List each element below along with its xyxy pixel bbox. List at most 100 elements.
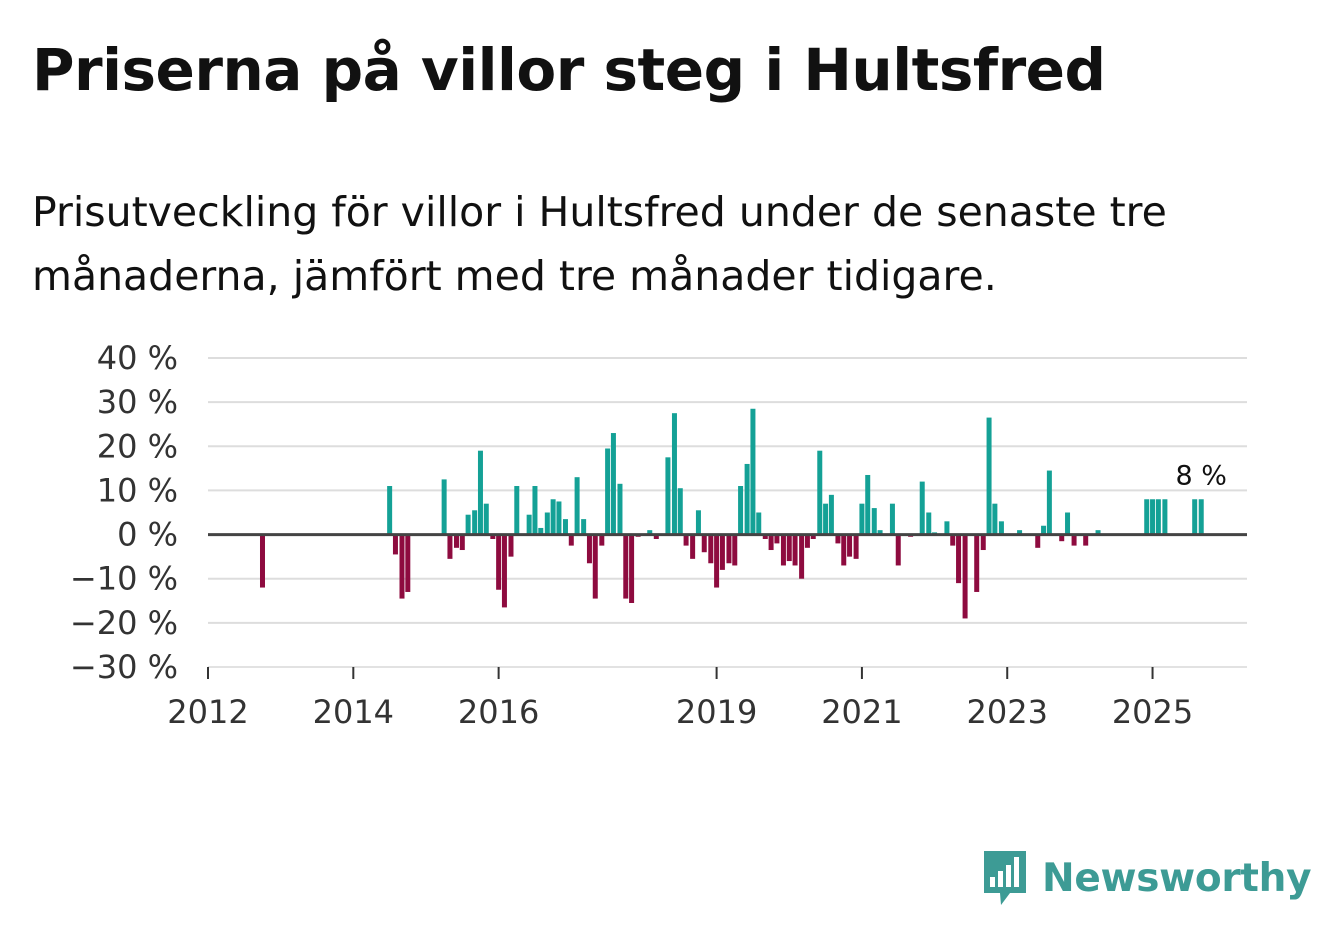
bar: [568, 534, 574, 546]
bar: [708, 534, 714, 564]
bar: [556, 501, 562, 535]
bar: [465, 514, 471, 535]
bar: [387, 486, 393, 535]
bar: [1095, 530, 1101, 535]
bar: [690, 534, 696, 559]
bar: [574, 477, 580, 535]
bar: [629, 534, 635, 603]
bar: [392, 534, 398, 555]
bar: [1071, 534, 1077, 546]
bar: [665, 457, 671, 535]
chart-title: Priserna på villor steg i Hultsfred: [32, 36, 1106, 104]
x-tick-label: 2016: [458, 693, 539, 731]
bar: [532, 486, 538, 535]
bar: [453, 534, 459, 548]
x-tick-label: 2012: [167, 693, 248, 731]
gridlines: [208, 357, 1247, 668]
y-tick-label: −10 %: [70, 560, 178, 598]
x-tick-label: 2023: [967, 693, 1048, 731]
bar: [701, 534, 707, 553]
bar: [744, 463, 750, 535]
x-tick-label: 2019: [676, 693, 757, 731]
bar: [441, 479, 447, 535]
bar: [817, 450, 823, 535]
bar: [526, 514, 532, 535]
bars: [259, 408, 1204, 619]
x-axis-tick-labels: 2012 2014 2016 2019 2021 2023 2025: [167, 667, 1193, 731]
bar: [617, 483, 623, 535]
brand-name: Newsworthy: [1042, 855, 1312, 901]
bar: [841, 534, 847, 566]
bar: [1198, 499, 1204, 535]
bar: [738, 486, 744, 535]
bar: [974, 534, 980, 592]
bar: [847, 534, 853, 557]
bar: [762, 534, 768, 539]
bar: [998, 521, 1004, 535]
bar: [1041, 525, 1047, 535]
bar-chart-speech-bubble-icon: [984, 851, 1026, 905]
axes: [208, 533, 1247, 668]
bar: [1046, 470, 1052, 535]
y-tick-label: 30 %: [97, 383, 178, 421]
bar: [1155, 499, 1161, 535]
bar: [992, 503, 998, 535]
bar: [477, 450, 483, 535]
bar: [774, 534, 780, 544]
bar: [956, 534, 962, 584]
bar: [750, 408, 756, 535]
y-tick-label: 0 %: [117, 516, 178, 554]
bar: [671, 413, 677, 535]
bar: [647, 530, 653, 535]
bar: [1035, 534, 1041, 548]
bar: [459, 534, 465, 551]
bar: [1192, 499, 1198, 535]
bar: [889, 503, 895, 535]
bar: [944, 521, 950, 535]
bar: [1065, 512, 1071, 535]
bar: [550, 499, 556, 535]
bar: [1162, 499, 1168, 535]
bar: [986, 417, 992, 535]
bar: [962, 534, 968, 619]
bar: [514, 486, 520, 535]
bar: [1059, 534, 1065, 542]
y-tick-label: 10 %: [97, 471, 178, 509]
bar: [683, 534, 689, 546]
bar: [895, 534, 901, 566]
bar: [780, 534, 786, 566]
bar: [508, 534, 514, 557]
price-change-bar-chart: −30 %−20 %−10 %0 %10 %20 %30 %40 % 2012 2…: [70, 339, 1247, 731]
bar: [259, 534, 265, 588]
bar: [496, 534, 502, 590]
bar: [823, 503, 829, 535]
bar: [405, 534, 411, 592]
bar: [677, 488, 683, 535]
bar: [926, 512, 932, 535]
bar: [399, 534, 405, 599]
bar: [768, 534, 774, 551]
latest-value-label: 8 %: [1176, 460, 1227, 491]
bar: [483, 503, 489, 535]
bar: [732, 534, 738, 566]
bar: [714, 534, 720, 588]
bar: [1150, 499, 1156, 535]
bar: [726, 534, 732, 564]
x-tick-label: 2014: [313, 693, 394, 731]
bar: [871, 508, 877, 535]
bar: [756, 512, 762, 535]
bar: [792, 534, 798, 566]
bar: [695, 510, 701, 535]
bar: [804, 534, 810, 548]
y-axis-tick-labels: −30 % −20 % −10 % 0 % 10 % 20 % 30 % 40 %: [70, 339, 178, 686]
x-tick-label: 2021: [821, 693, 902, 731]
bar: [950, 534, 956, 546]
bar: [810, 534, 816, 539]
bar: [799, 534, 805, 579]
bar: [835, 534, 841, 544]
bar: [501, 534, 507, 608]
bar: [623, 534, 629, 599]
bar: [859, 503, 865, 535]
y-tick-label: 20 %: [97, 427, 178, 465]
bar: [490, 534, 496, 539]
